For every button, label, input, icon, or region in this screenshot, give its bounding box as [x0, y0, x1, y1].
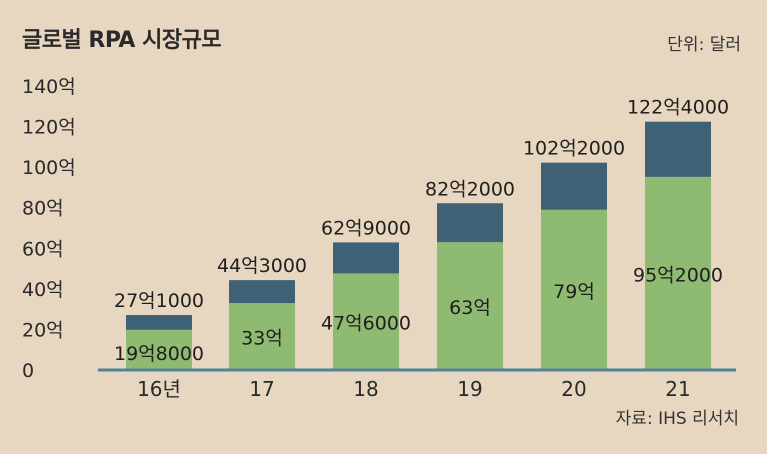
segment-label: 19억8000 — [114, 343, 204, 365]
y-tick-label: 120억 — [22, 117, 76, 139]
chart-title: 글로벌 RPA 시장규모 — [22, 28, 222, 53]
total-label: 102억2000 — [523, 138, 625, 160]
total-label: 44억3000 — [217, 255, 307, 277]
total-label: 27억1000 — [114, 290, 204, 312]
y-tick-label: 0 — [22, 360, 34, 382]
segment-label: 79억 — [553, 281, 595, 303]
bar-upper-segment — [126, 315, 192, 330]
bar-lower-segment — [126, 329, 192, 370]
category-label: 18 — [353, 377, 378, 401]
segment-label: 95억2000 — [633, 264, 723, 286]
y-tick-label: 60억 — [22, 238, 64, 260]
bar-lower-segment — [229, 303, 295, 370]
segment-label: 33억 — [241, 328, 283, 350]
bar-upper-segment — [541, 162, 607, 210]
y-tick-label: 140억 — [22, 76, 76, 98]
category-label: 20 — [561, 377, 586, 401]
category-label: 17 — [249, 377, 274, 401]
segment-label: 63억 — [449, 297, 491, 319]
bar-lower-segment — [541, 209, 607, 370]
bar-lower-segment — [645, 176, 711, 370]
category-label: 16년 — [137, 377, 181, 401]
y-tick-label: 40억 — [22, 279, 64, 301]
bar-upper-segment — [437, 203, 503, 243]
category-label: 19 — [457, 377, 482, 401]
total-label: 82억2000 — [425, 178, 515, 200]
unit-label: 단위: 달러 — [667, 35, 741, 55]
y-tick-label: 100억 — [22, 157, 76, 179]
source-label: 자료: IHS 리서치 — [615, 409, 739, 429]
segment-label: 47억6000 — [321, 313, 411, 335]
bar-upper-segment — [645, 121, 711, 177]
bar-upper-segment — [333, 242, 399, 274]
category-label: 21 — [665, 377, 690, 401]
bar-upper-segment — [229, 280, 295, 304]
y-tick-label: 80억 — [22, 198, 64, 220]
bar-lower-segment — [437, 242, 503, 370]
total-label: 122억4000 — [627, 97, 729, 119]
bar-lower-segment — [333, 273, 399, 370]
y-tick-label: 20억 — [22, 319, 64, 341]
total-label: 62억9000 — [321, 217, 411, 239]
